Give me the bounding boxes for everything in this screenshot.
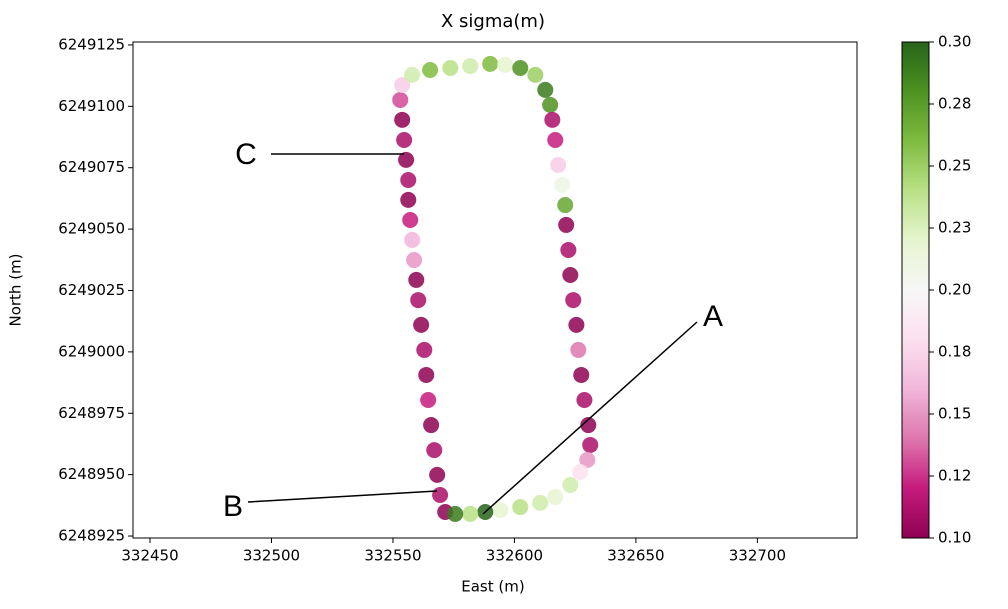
- scatter-point: [579, 451, 596, 468]
- scatter-point: [400, 191, 417, 208]
- scatter-point: [544, 111, 561, 128]
- colorbar-tick-label: 0.18: [938, 343, 971, 361]
- scatter-point: [432, 487, 449, 504]
- colorbar-tick-label: 0.25: [938, 157, 971, 175]
- scatter-point: [404, 66, 421, 83]
- scatter-point: [400, 171, 417, 188]
- colorbar-tick-label: 0.10: [938, 529, 971, 547]
- x-axis-label: East (m): [461, 578, 524, 596]
- y-tick-label: 6248975: [58, 404, 125, 422]
- y-tick-label: 6248925: [58, 527, 125, 545]
- colorbar-tick-label: 0.28: [938, 95, 971, 113]
- y-tick-label: 6249025: [58, 281, 125, 299]
- scatter-point: [396, 131, 413, 148]
- scatter-point: [410, 292, 427, 309]
- scatter-point: [416, 341, 433, 358]
- colorbar-tick-label: 0.15: [938, 405, 971, 423]
- scatter-point: [568, 316, 585, 333]
- scatter-point: [482, 55, 499, 72]
- scatter-point: [423, 417, 440, 434]
- scatter-point: [573, 366, 590, 383]
- scatter-point: [547, 131, 564, 148]
- x-tick-label: 332700: [729, 547, 786, 565]
- scatter-point: [429, 466, 446, 483]
- scatter-point: [447, 505, 464, 522]
- scatter-point: [547, 488, 564, 505]
- scatter-point: [492, 502, 509, 519]
- scatter-point: [565, 292, 582, 309]
- scatter-point: [532, 494, 549, 511]
- scatter-point: [562, 476, 579, 493]
- y-tick-label: 6249125: [58, 35, 125, 53]
- scatter-point: [550, 157, 567, 174]
- scatter-point: [558, 216, 575, 233]
- annotation: B: [223, 490, 243, 523]
- y-tick-label: 6249100: [58, 97, 125, 115]
- y-tick-label: 6249075: [58, 158, 125, 176]
- scatter-point: [554, 176, 571, 193]
- colorbar-tick-label: 0.12: [938, 467, 971, 485]
- scatter-point: [512, 499, 529, 516]
- scatter-point: [442, 60, 459, 77]
- scatter-point: [572, 463, 589, 480]
- x-tick-label: 332500: [243, 547, 300, 565]
- scatter-point: [497, 56, 514, 73]
- chart-title: X sigma(m): [441, 11, 545, 32]
- x-tick-label: 332550: [364, 547, 421, 565]
- scatter-point: [426, 442, 443, 459]
- annotation: C: [235, 138, 257, 171]
- scatter-point: [557, 197, 574, 214]
- scatter-point: [537, 81, 554, 98]
- y-tick-label: 6249000: [58, 342, 125, 360]
- colorbar-tick-label: 0.23: [938, 219, 971, 237]
- scatter-point: [582, 436, 599, 453]
- leader-line: [247, 490, 438, 503]
- scatter-point: [576, 392, 593, 409]
- y-tick-label: 6249050: [58, 220, 125, 238]
- scatter-point: [394, 111, 411, 128]
- scatter-point: [462, 505, 479, 522]
- x-tick-label: 332450: [121, 547, 178, 565]
- scatter-point: [462, 58, 479, 75]
- scatter-point: [394, 76, 411, 93]
- colorbar: [901, 41, 930, 539]
- colorbar-tick-label: 0.30: [938, 33, 971, 51]
- scatter-point: [398, 151, 415, 168]
- x-tick-label: 332600: [486, 547, 543, 565]
- scatter-point: [408, 271, 425, 288]
- scatter-point: [570, 341, 587, 358]
- scatter-point: [404, 231, 421, 248]
- scatter-point: [392, 91, 409, 108]
- scatter-point: [562, 267, 579, 284]
- scatter-point: [527, 66, 544, 83]
- scatter-point: [406, 252, 423, 269]
- scatter-point: [418, 366, 435, 383]
- leader-line: [482, 321, 698, 515]
- plot-frame: [132, 41, 858, 539]
- x-tick-label: 332650: [607, 547, 664, 565]
- scatter-point: [420, 392, 437, 409]
- scatter-point: [402, 212, 419, 229]
- y-axis-label: North (m): [7, 253, 25, 326]
- scatter-point: [422, 61, 439, 78]
- scatter-point: [560, 241, 577, 258]
- scatter-point: [512, 60, 529, 77]
- y-tick-label: 6248950: [58, 465, 125, 483]
- colorbar-tick-label: 0.20: [938, 281, 971, 299]
- scatter-point: [542, 96, 559, 113]
- annotation: A: [703, 300, 723, 333]
- scatter-point: [580, 417, 597, 434]
- scatter-point: [413, 316, 430, 333]
